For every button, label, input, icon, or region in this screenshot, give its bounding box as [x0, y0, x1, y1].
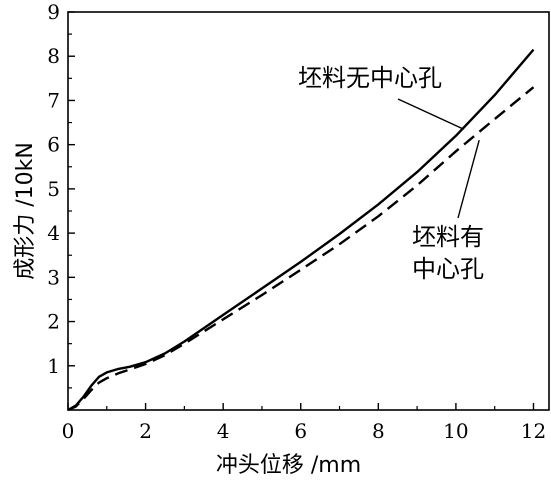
- x-tick-label: 10: [443, 419, 468, 443]
- y-axis-title: 成形力 /10kN: [13, 142, 38, 280]
- y-tick-label: 3: [47, 265, 60, 289]
- x-tick-label: 6: [294, 419, 307, 443]
- y-tick-label: 1: [47, 354, 60, 378]
- annotation-leader-1: [397, 98, 464, 130]
- series: [67, 48, 535, 412]
- series-line-1: [67, 48, 535, 412]
- y-tick-label: 2: [47, 310, 60, 334]
- y-tick-label: 9: [47, 0, 60, 24]
- x-tick-label: 2: [139, 419, 152, 443]
- annotation-label-2-line-1: 坯料有: [412, 223, 484, 251]
- annotation-label-1: 坯料无中心孔: [298, 64, 442, 92]
- y-tick-label: 8: [47, 44, 60, 68]
- x-tick-label: 4: [217, 419, 230, 443]
- axes: 冲头位移 /mm 成形力 /10kN: [13, 11, 550, 478]
- x-tick-label: 0: [62, 419, 75, 443]
- y-tick-label: 4: [47, 221, 60, 245]
- x-tick-label: 12: [521, 419, 546, 443]
- annotation-leader-2: [457, 140, 480, 219]
- y-tick-label: 5: [47, 177, 60, 201]
- y-tick-label: 7: [47, 88, 60, 112]
- x-tick-label: 8: [372, 419, 385, 443]
- y-tick-label: 6: [47, 133, 60, 157]
- x-axis-title: 冲头位移 /mm: [216, 453, 361, 478]
- annotation-label-2-line-2: 中心孔: [412, 255, 484, 283]
- series-line-2: [67, 86, 535, 412]
